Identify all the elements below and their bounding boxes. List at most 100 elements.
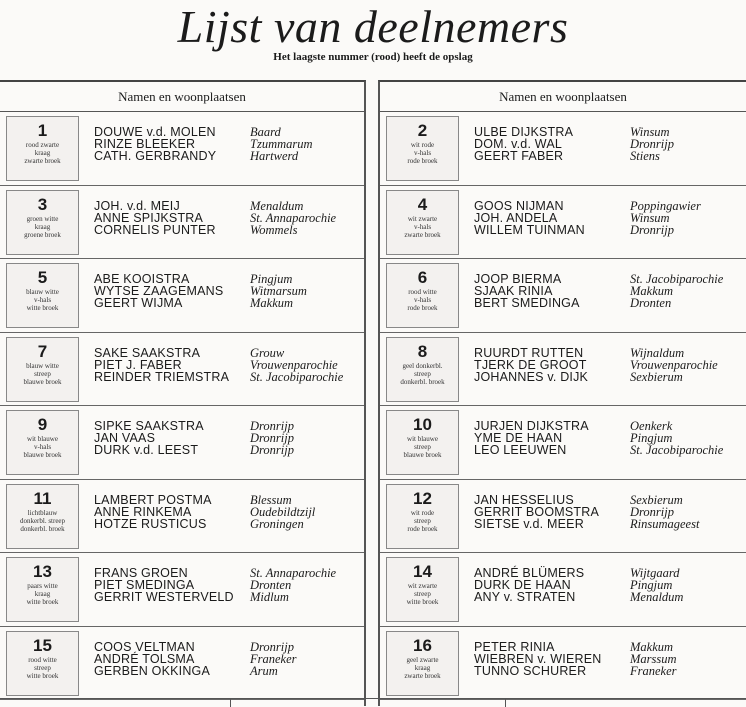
participant-name: JOHANNES v. DIJK [474, 369, 589, 384]
participant-name: CORNELIS PUNTER [94, 222, 216, 237]
team-members: SAKE SAAKSTRA Grouw PIET J. FABER Vrouwenpa… [94, 346, 343, 383]
participant-name: HOTZE RUSTICUS [94, 516, 207, 531]
participant-name: JAN VAAS [94, 431, 156, 445]
participant-place: St. Jacobiparochie [630, 443, 724, 457]
team-colors: donkerbl. streep [19, 516, 66, 525]
team-members: DOUWE v.d. MOLEN Baard RINZE BLEEKER Tzumma… [94, 126, 313, 163]
participant: WILLEM TUINMAN Dronrijp [474, 222, 701, 237]
team-colors: geel donkerbl. [402, 361, 443, 370]
team-colors: v-hals [33, 443, 52, 451]
team-colors: wit blauwe [407, 435, 438, 443]
participant-name: ANDRÉ TOLSMA [94, 651, 195, 666]
team-number-box: 2 wit rode v-hals rode broek [386, 116, 459, 181]
team-row: 16 geel zwarte kraag zwarte broek PETER RINI… [380, 627, 746, 700]
team-members: LAMBERT POSTMA Blessum ANNE RINKEMA Oudebil… [94, 492, 316, 531]
team-row: 15 rood witte streep witte broek COOS VELTMA… [0, 627, 364, 700]
participant-place: Oenkerk [630, 419, 673, 433]
participant: ANY v. STRATEN Menaldum [474, 590, 684, 604]
team-row: 11 lichtblauw donkerbl. streep donkerbl. br… [0, 480, 364, 553]
participant: GERRIT WESTERVELD Midlum [94, 591, 336, 604]
participant: DURK v.d. LEEST Dronrijp [94, 443, 294, 457]
participant-name: ANY v. STRATEN [474, 590, 576, 604]
participant-name: ANDRÉ BLÜMERS [474, 566, 585, 580]
team-colors: kraag [34, 222, 51, 231]
participant-name: BERT SMEDINGA [474, 296, 580, 310]
participant-name: SIETSE v.d. MEER [474, 516, 584, 531]
participant: GEERT WIJMA Makkum [94, 297, 307, 310]
participant-place: Sexbierum [630, 492, 683, 507]
participant-name: DURK v.d. LEEST [94, 443, 199, 457]
team-colors: lichtblauw [27, 508, 58, 517]
team-number: 5 [37, 268, 48, 287]
team-members: ABE KOOISTRA Pingjum WYTSE ZAAGEMANS Witmar… [94, 273, 307, 310]
participant-name: GERRIT BOOMSTRA [474, 504, 600, 519]
participant-place: Franeker [250, 651, 297, 666]
team-members: ANDRÉ BLÜMERS Wijtgaard DURK DE HAAN Pingju… [474, 566, 684, 604]
participant: DURK DE HAAN Pingjum [474, 578, 683, 592]
team-row: 7 blauw witte streep blauwe broek SAKE SAAKS… [0, 333, 364, 406]
participant: PIET SMEDINGA Dronten [94, 578, 336, 592]
participant: TJERK DE GROOT Vrouwenparochie [474, 357, 718, 372]
participant-place: Pingjum [630, 431, 673, 445]
team-colors: streep [414, 443, 431, 451]
team-members: GOOS NIJMAN Poppingawier JOH. ANDELA Winsum… [474, 198, 701, 237]
participant-place: Menaldum [250, 198, 304, 213]
participant: YME DE HAAN Pingjum [474, 431, 723, 445]
participant-name: PIET SMEDINGA [94, 578, 195, 592]
team-number: 7 [37, 341, 48, 361]
participant-place: Rinsumageest [630, 516, 700, 531]
participant-place: Oudebildtzijl [250, 504, 316, 519]
participant-place: Winsum [630, 125, 670, 139]
team-colors: paars witte [27, 582, 58, 590]
subtitle: Het laagste nummer (rood) heeft de opsla… [273, 51, 473, 63]
participant: PETER RINIA Makkum [474, 640, 677, 653]
participant: LEO LEEUWEN St. Jacobiparochie [474, 443, 724, 457]
team-number-box: 13 paars witte kraag witte broek [6, 557, 79, 622]
participant-place: Tzummarum [250, 137, 313, 151]
participant-place: Winsum [630, 210, 670, 225]
participant-place: St. Annaparochie [250, 566, 337, 580]
participant-name: PIET J. FABER [94, 357, 182, 372]
participant-name: CATH. GERBRANDY [94, 149, 217, 163]
team-colors: witte broek [26, 304, 59, 312]
participant-name: FRANS GROEN [94, 566, 188, 580]
participant-place: Poppingawier [630, 198, 701, 213]
team-row: 2 wit rode v-hals rode broek ULBE DIJKSTRA Wi… [380, 112, 746, 186]
team-number: 16 [413, 635, 432, 655]
participant-place: Marssum [630, 651, 677, 666]
participant-name: TJERK DE GROOT [474, 357, 587, 372]
team-colors: rood witte [408, 288, 437, 296]
team-colors: wit blauwe [27, 435, 58, 443]
team-number: 4 [417, 194, 428, 214]
participant-name: WILLEM TUINMAN [474, 222, 585, 237]
team-members: RUURDT RUTTEN Wijnaldum TJERK DE GROOT Vrou… [474, 346, 718, 384]
participant: ANNE RINKEMA Oudebildtzijl [94, 504, 316, 519]
team-row: 14 wit zwarte streep witte broek ANDRÉ BLÜME… [380, 553, 746, 627]
team-members: PETER RINIA Makkum WIEBREN v. WIEREN Marssu… [474, 640, 677, 677]
team-row: 4 wit zwarte v-hals zwarte broek GOOS NIJMAN… [380, 186, 746, 259]
participant-name: DOM. v.d. WAL [474, 137, 563, 151]
participant-name: LAMBERT POSTMA [94, 492, 212, 507]
team-colors: donkerbl. broek [20, 524, 65, 533]
team-members: JOOP BIERMA St. Jacobiparochie SJAAK RINIA… [474, 272, 723, 310]
participant: RUURDT RUTTEN Wijnaldum [474, 346, 718, 359]
team-colors: wit rode [410, 508, 435, 517]
team-colors: witte broek [26, 671, 59, 680]
participant: JOOP BIERMA St. Jacobiparochie [474, 272, 723, 286]
team-row: 13 paars witte kraag witte broek FRANS GROEN… [0, 553, 364, 627]
team-colors: kraag [34, 149, 51, 157]
participant-name: DURK DE HAAN [474, 578, 571, 592]
team-colors: rode broek [407, 524, 438, 533]
team-number: 11 [33, 488, 52, 508]
participant: GERBEN OKKINGA Arum [94, 664, 297, 677]
participant-place: Menaldum [630, 590, 684, 604]
participant-name: ANNE SPIJKSTRA [94, 210, 204, 225]
participant-name: WIEBREN v. WIEREN [474, 651, 602, 666]
team-colors: wit rode [410, 141, 435, 149]
team-members: JAN HESSELIUS Sexbierum GERRIT BOOMSTRA Dro… [474, 492, 700, 531]
participant-name: JOOP BIERMA [474, 272, 562, 286]
participants-table-left: Namen en woonplaatsen 1 rood zwarte kraag z… [0, 80, 366, 706]
team-colors: witte broek [406, 598, 439, 606]
team-members: JOH. v.d. MEIJ Menaldum ANNE SPIJKSTRA St. … [94, 198, 336, 237]
participant-place: Vrouwenparochie [630, 357, 718, 372]
